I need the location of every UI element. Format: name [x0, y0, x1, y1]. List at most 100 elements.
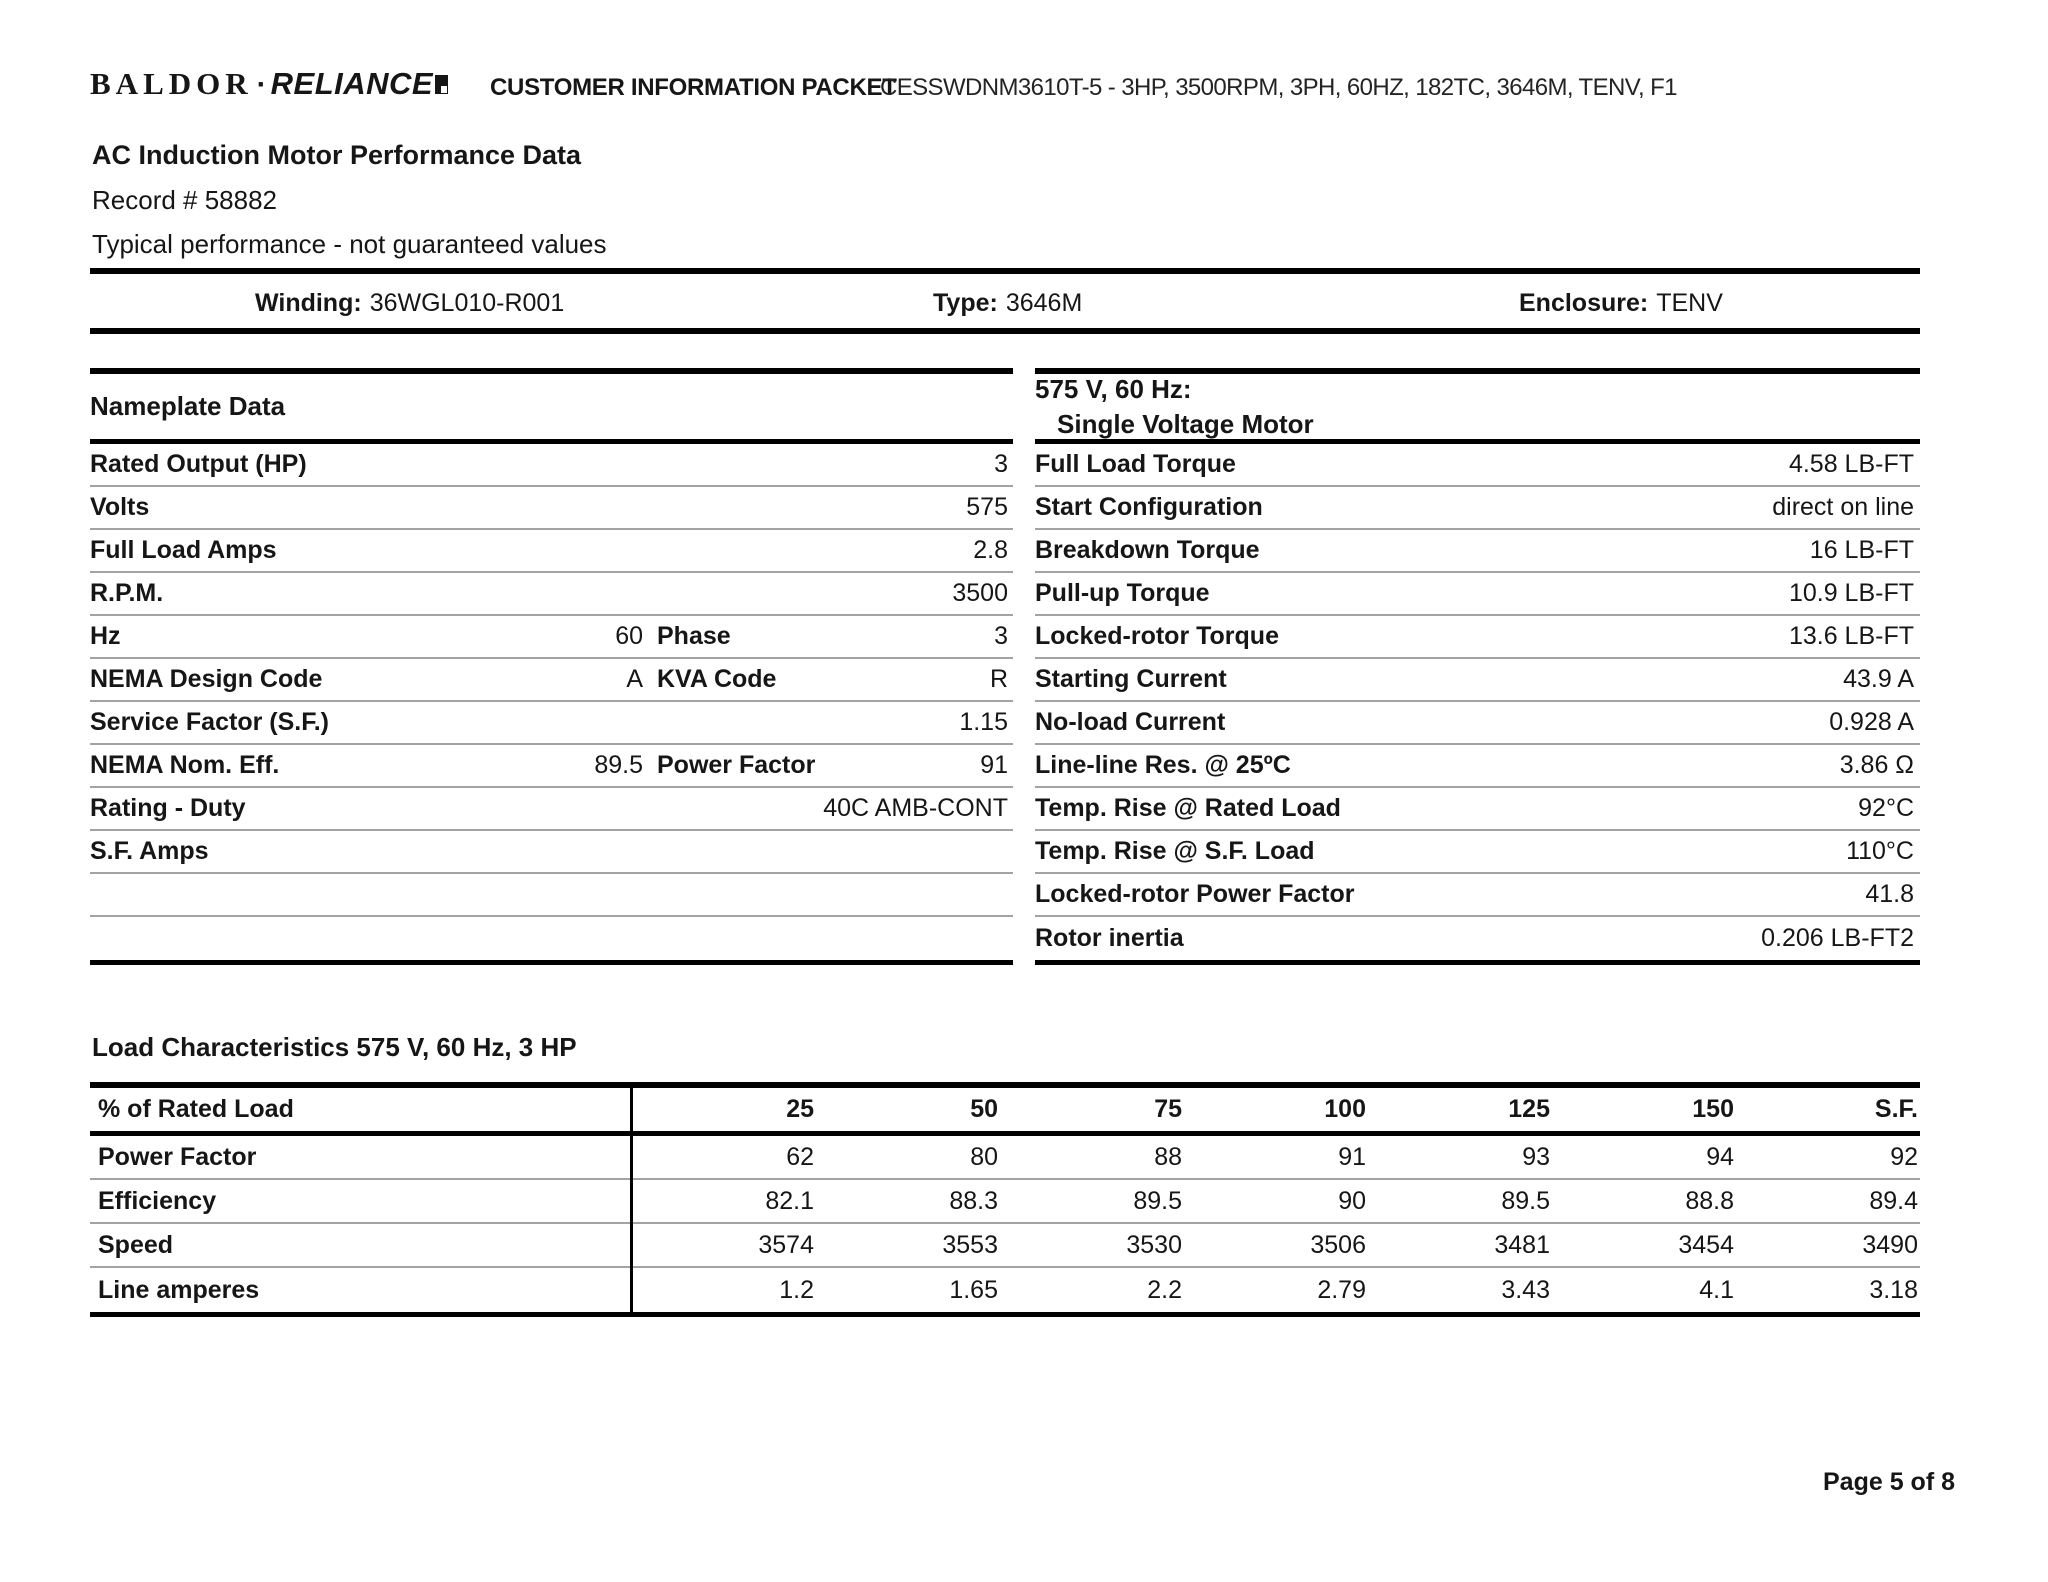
row-value: 1.2: [779, 1275, 814, 1304]
row-value: 3506: [1310, 1230, 1366, 1259]
row-mid-value: 89.5: [594, 751, 643, 779]
load-characteristics-table: % of Rated Load 25 50 75 100 125 150 S.F. Powe…: [90, 1082, 1920, 1317]
nameplate-row-right: 3500: [643, 579, 1008, 608]
row-value: 89.5: [1501, 1186, 1550, 1215]
load-col-value-header: S.F.: [1874, 1095, 1918, 1123]
row-label: NEMA Design Code: [90, 665, 323, 693]
nameplate-header-text: Nameplate Data: [90, 391, 286, 421]
row-value: direct on line: [1772, 493, 1914, 521]
nameplate-row-left: R.P.M.: [90, 579, 643, 608]
nameplate-row: Volts 575: [90, 487, 1013, 530]
row-mid-label: KVA Code: [657, 665, 777, 693]
row-label: R.P.M.: [90, 579, 164, 607]
row-label: Full Load Amps: [90, 536, 277, 564]
row-label: Locked-rotor Torque: [1035, 622, 1279, 650]
row-value: 13.6 LB-FT: [1788, 622, 1914, 650]
page-number: Page 5 of 8: [1823, 1468, 1955, 1496]
row-value: 0.206 LB-FT2: [1761, 924, 1914, 952]
row-value: 4.1: [1699, 1275, 1734, 1304]
voltage-row: Line-line Res. @ 25ºC 3.86 Ω: [1035, 745, 1920, 788]
row-value: 3: [994, 450, 1008, 478]
winding-value: 36WGL010-R001: [369, 289, 565, 317]
nameplate-row-left: NEMA Design Code A: [90, 665, 643, 694]
voltage-data-table: 575 V, 60 Hz: Single Voltage Motor Full …: [1035, 368, 1920, 965]
load-table-row: Line amperes 1.2 1.65 2.2 2.79 3.43 4.1 3.18: [90, 1268, 1920, 1312]
row-value: 575: [966, 493, 1008, 521]
row-value: 91: [980, 751, 1008, 779]
voltage-row: Pull-up Torque 10.9 LB-FT: [1035, 573, 1920, 616]
row-value: R: [989, 665, 1008, 693]
type-label: Type:: [933, 289, 998, 317]
voltage-row: Breakdown Torque 16 LB-FT: [1035, 530, 1920, 573]
nameplate-row: NEMA Nom. Eff. 89.5 Power Factor 91: [90, 745, 1013, 788]
row-value: 3481: [1494, 1230, 1550, 1259]
row-value: 82.1: [765, 1186, 814, 1215]
winding-summary-bar: Winding: 36WGL010-R001 Type: 3646M Enclosu…: [90, 268, 1920, 334]
nameplate-row-right: 1.15: [643, 708, 1008, 737]
load-table-vertical-divider: [630, 1088, 633, 1312]
enclosure-label: Enclosure:: [1519, 289, 1649, 317]
nameplate-row-left: NEMA Nom. Eff. 89.5: [90, 751, 643, 780]
row-value: 10.9 LB-FT: [1788, 579, 1914, 607]
nameplate-row-left: Hz 60: [90, 622, 643, 651]
load-col-value-header: 150: [1692, 1095, 1734, 1123]
nameplate-row-right: 2.8: [643, 536, 1008, 565]
row-value: 4.58 LB-FT: [1788, 450, 1914, 478]
nameplate-row: Hz 60 Phase 3: [90, 616, 1013, 659]
nameplate-row-right: 3: [643, 450, 1008, 479]
row-value: 1.15: [959, 708, 1008, 736]
row-value: 89.5: [1133, 1186, 1182, 1215]
baldor-trademark-icon: [435, 75, 449, 94]
record-number: Record # 58882: [92, 185, 278, 215]
nameplate-row: Full Load Amps 2.8: [90, 530, 1013, 573]
row-mid-label: Phase: [657, 622, 731, 650]
row-mid-value: 60: [615, 622, 643, 650]
load-col-value-header: 25: [786, 1095, 814, 1123]
row-label: Locked-rotor Power Factor: [1035, 880, 1355, 908]
nameplate-row: R.P.M. 3500: [90, 573, 1013, 616]
row-value: 3530: [1126, 1230, 1182, 1259]
nameplate-table-header: Nameplate Data: [90, 374, 1013, 444]
row-label: Speed: [98, 1230, 174, 1259]
voltage-row: No-load Current 0.928 A: [1035, 702, 1920, 745]
type-value: 3646M: [1005, 289, 1083, 317]
row-mid-value: A: [626, 665, 643, 693]
row-label: Line-line Res. @ 25ºC: [1035, 751, 1291, 779]
row-value: 3500: [952, 579, 1008, 607]
row-value: 41.8: [1865, 880, 1914, 908]
row-mid-label: Power Factor: [657, 751, 816, 779]
type-field: Type: 3646M: [933, 289, 1082, 318]
row-value: 93: [1522, 1142, 1550, 1171]
winding-label: Winding:: [255, 289, 362, 317]
row-value: 40C AMB-CONT: [823, 794, 1008, 822]
row-value: 1.65: [949, 1275, 998, 1304]
load-table-row: Power Factor 62 80 88 91 93 94 92: [90, 1136, 1920, 1180]
row-label: Rating - Duty: [90, 794, 246, 822]
nameplate-row: NEMA Design Code A KVA Code R: [90, 659, 1013, 702]
row-value: 92: [1890, 1142, 1918, 1171]
row-value: 3.86 Ω: [1839, 751, 1914, 779]
baldor-reliance-logo: BALDOR · RELIANCE: [90, 66, 449, 102]
row-value: 88.8: [1685, 1186, 1734, 1215]
row-label: Full Load Torque: [1035, 450, 1236, 478]
voltage-row: Rotor inertia 0.206 LB-FT2: [1035, 917, 1920, 960]
row-value: 0.928 A: [1829, 708, 1914, 736]
row-label: Temp. Rise @ Rated Load: [1035, 794, 1341, 822]
nameplate-rows: Rated Output (HP) 3 Volts 575 Full Load Amps…: [90, 444, 1013, 960]
load-col-value-header: 75: [1154, 1095, 1182, 1123]
load-table-row: Speed 3574 3553 3530 3506 3481 3454 3490: [90, 1224, 1920, 1268]
row-value: 2.2: [1147, 1275, 1182, 1304]
row-value: 3454: [1678, 1230, 1734, 1259]
row-value: 88.3: [949, 1186, 998, 1215]
row-value: 62: [786, 1142, 814, 1171]
enclosure-value: TENV: [1656, 289, 1723, 317]
row-value: 3553: [942, 1230, 998, 1259]
nameplate-row-left: Service Factor (S.F.): [90, 708, 643, 737]
row-value: 3.43: [1501, 1275, 1550, 1304]
row-value: 43.9 A: [1843, 665, 1914, 693]
load-col-value-header: 100: [1324, 1095, 1366, 1123]
row-label: Rotor inertia: [1035, 924, 1184, 952]
row-value: 3.18: [1869, 1275, 1918, 1304]
load-table-header-row: % of Rated Load 25 50 75 100 125 150 S.F.: [90, 1088, 1920, 1136]
